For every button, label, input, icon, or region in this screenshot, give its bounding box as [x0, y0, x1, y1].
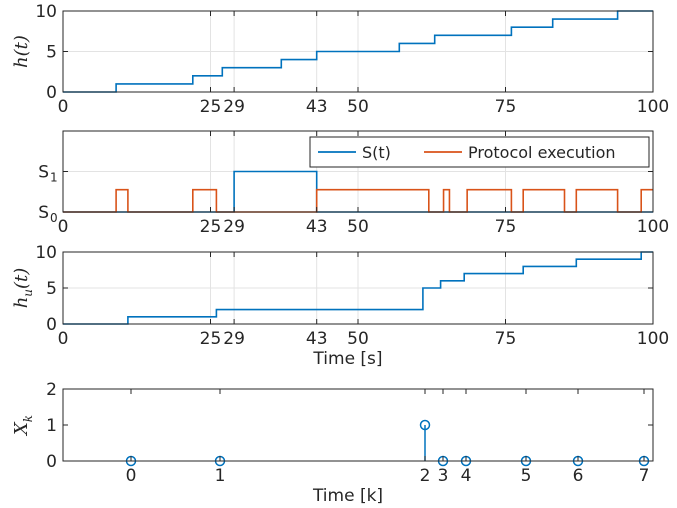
stem-marker — [419, 419, 431, 431]
y-tick-label: S — [38, 203, 49, 223]
x-tick-label: 29 — [223, 329, 245, 349]
y-axis-label-main: h — [11, 56, 32, 68]
series-line-2 — [63, 188, 653, 213]
y-tick-label: S — [38, 163, 49, 183]
x-tick-label: 50 — [347, 217, 369, 237]
x-tick-label: 29 — [223, 97, 245, 117]
x-axis-label: Time [k] — [312, 486, 383, 506]
y-axis-label: Xk — [11, 415, 35, 437]
x-tick-label: 29 — [223, 217, 245, 237]
legend-entry: Protocol execution — [468, 143, 616, 162]
x-tick-label: 0 — [58, 329, 69, 349]
x-tick-label: 100 — [637, 217, 669, 237]
x-tick-label: 7 — [639, 466, 650, 486]
x-tick-label: 0 — [126, 466, 137, 486]
y-tick-label: 0 — [46, 452, 57, 472]
y-tick-label: 10 — [35, 243, 57, 263]
x-tick-label: 75 — [495, 217, 517, 237]
x-tick-label: 43 — [306, 97, 328, 117]
y-tick-label: 0 — [46, 83, 57, 103]
x-tick-label: 0 — [58, 97, 69, 117]
x-tick-label: 50 — [347, 97, 369, 117]
y-tick-label: 5 — [46, 279, 57, 299]
y-tick-label: 0 — [46, 315, 57, 335]
series-line-1 — [63, 10, 653, 93]
x-tick-label: 0 — [58, 217, 69, 237]
legend-entry: S(t) — [362, 143, 391, 162]
x-tick-label: 4 — [461, 466, 472, 486]
x-tick-label: 50 — [347, 329, 369, 349]
x-tick-label: 2 — [420, 466, 431, 486]
y-axis-label-main: h — [11, 297, 32, 309]
y-axis-label-sub: u — [21, 289, 35, 297]
y-axis-label: hu(t) — [11, 268, 35, 309]
grid — [63, 252, 653, 324]
legend: S(t) Protocol execution — [309, 136, 650, 168]
series-line-1 — [63, 251, 653, 325]
x-tick-label: 5 — [521, 466, 532, 486]
y-axis-label-main: X — [11, 421, 32, 437]
x-tick-label: 25 — [200, 217, 222, 237]
x-tick-label: 43 — [306, 217, 328, 237]
x-tick-label: 43 — [306, 329, 328, 349]
legend-box — [309, 136, 650, 168]
plot-area — [63, 389, 653, 461]
y-axis-label-sub: k — [21, 415, 35, 422]
x-tick-label: 100 — [637, 97, 669, 117]
x-tick-label: 25 — [200, 97, 222, 117]
y-tick-label-sub: 0 — [50, 211, 58, 225]
x-tick-label: 75 — [495, 97, 517, 117]
y-tick-label-sub: 1 — [50, 171, 58, 185]
x-tick-label: 6 — [573, 466, 584, 486]
x-tick-label: 1 — [215, 466, 226, 486]
y-tick-label: 2 — [46, 380, 57, 400]
x-tick-label: 75 — [495, 329, 517, 349]
x-axis-label: Time [s] — [312, 349, 382, 369]
y-axis-label: h(t) — [11, 35, 32, 68]
y-tick-label: 10 — [35, 2, 57, 22]
x-tick-label: 25 — [200, 329, 222, 349]
y-tick-label: 1 — [46, 416, 57, 436]
y-tick-label: 5 — [46, 43, 57, 63]
y-axis-label-arg: (t) — [11, 35, 32, 56]
y-axis-label-arg: (t) — [11, 268, 32, 289]
x-tick-label: 100 — [637, 329, 669, 349]
x-tick-label: 3 — [438, 466, 449, 486]
